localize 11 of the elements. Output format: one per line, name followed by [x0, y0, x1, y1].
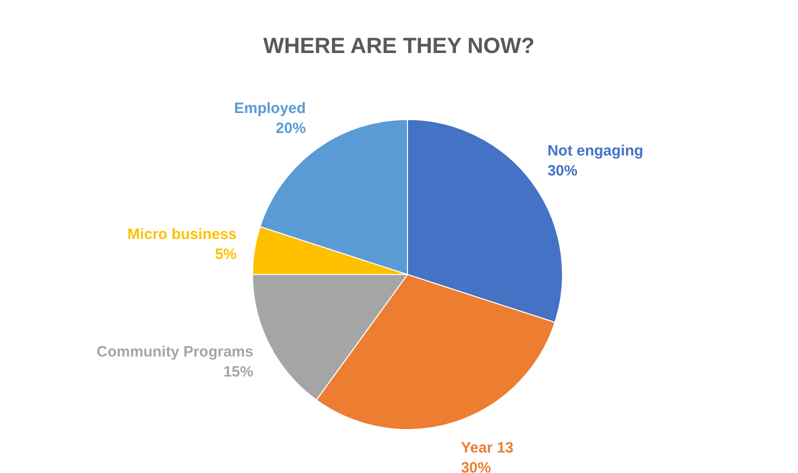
slice-label: Community Programs — [96, 344, 254, 361]
data-label: 20% — [276, 120, 306, 137]
data-label: 30% — [460, 460, 491, 473]
slice-label: Year 13 — [460, 440, 514, 457]
slice-label: Micro business — [127, 226, 237, 243]
chart-title: WHERE ARE THEY NOW? — [263, 33, 535, 58]
data-label: 30% — [547, 162, 578, 180]
data-label: 15% — [223, 364, 254, 381]
slice-label: Employed — [234, 100, 306, 117]
slice-label: Not engaging — [547, 142, 644, 160]
data-label: 5% — [214, 246, 237, 263]
